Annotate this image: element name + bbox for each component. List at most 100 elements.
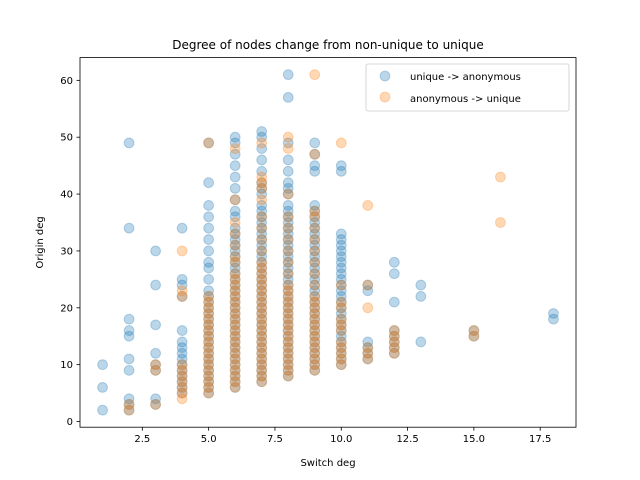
data-point <box>415 291 427 302</box>
data-point <box>388 347 400 359</box>
data-point <box>282 200 294 211</box>
data-point <box>282 353 294 365</box>
data-point <box>335 234 347 245</box>
data-point <box>282 262 294 274</box>
data-point <box>229 308 241 319</box>
data-point <box>309 160 321 172</box>
data-point <box>203 342 215 353</box>
data-point <box>282 234 294 245</box>
data-point <box>282 245 294 257</box>
data-point <box>256 308 268 319</box>
data-point <box>203 330 215 342</box>
data-point <box>309 137 321 149</box>
data-point <box>309 148 321 160</box>
series-1 <box>123 69 506 416</box>
legend-marker-unique-anonymous <box>379 70 391 82</box>
data-point <box>256 353 268 365</box>
data-point <box>256 319 268 331</box>
data-point <box>229 359 241 371</box>
data-point <box>256 245 268 257</box>
data-point <box>229 217 241 228</box>
data-point <box>203 296 215 308</box>
data-point <box>309 319 321 331</box>
data-point <box>282 313 294 325</box>
data-point <box>203 370 215 382</box>
data-point <box>176 359 188 371</box>
legend: unique -> anonymous anonymous -> unique <box>365 63 570 112</box>
data-point <box>282 154 294 166</box>
data-point <box>123 399 135 410</box>
data-point <box>229 330 241 342</box>
data-point <box>256 285 268 297</box>
data-point <box>229 319 241 331</box>
data-point <box>256 256 268 268</box>
data-point <box>282 330 294 342</box>
data-point <box>282 177 294 189</box>
data-point <box>256 177 268 189</box>
data-point <box>203 319 215 331</box>
data-point <box>282 302 294 314</box>
data-point <box>203 211 215 223</box>
data-point <box>309 211 321 223</box>
data-point <box>309 353 321 365</box>
data-point <box>282 234 294 245</box>
data-point <box>176 364 188 376</box>
data-point <box>229 364 241 376</box>
data-point <box>176 325 188 336</box>
data-point <box>150 359 161 371</box>
data-point <box>309 364 321 376</box>
data-point <box>362 279 374 291</box>
data-point <box>282 370 294 382</box>
data-point <box>203 137 215 149</box>
data-point <box>229 325 241 336</box>
data-point <box>203 342 215 353</box>
x-axis-label: Switch deg <box>300 458 355 469</box>
data-point <box>229 302 241 314</box>
data-point <box>256 182 268 194</box>
data-point <box>309 296 321 308</box>
data-point <box>203 308 215 319</box>
data-point <box>309 313 321 325</box>
data-point <box>256 296 268 308</box>
data-point <box>229 347 241 359</box>
data-point <box>388 336 400 348</box>
data-point <box>309 279 321 291</box>
data-point <box>123 404 135 416</box>
data-point <box>362 347 374 359</box>
data-point <box>123 399 135 410</box>
data-point <box>256 308 268 319</box>
plot-frame <box>79 57 577 428</box>
data-point <box>176 336 188 348</box>
data-point <box>309 251 321 263</box>
data-point <box>309 336 321 348</box>
data-point <box>335 291 347 302</box>
data-point <box>229 205 241 217</box>
data-point <box>229 256 241 268</box>
data-point <box>203 313 215 325</box>
data-point <box>203 347 215 359</box>
data-point <box>203 359 215 371</box>
data-point <box>229 143 241 154</box>
data-point <box>256 182 268 194</box>
data-point <box>150 359 161 371</box>
data-point <box>203 382 215 393</box>
data-point <box>256 131 268 143</box>
data-point <box>282 222 294 234</box>
data-point <box>309 268 321 280</box>
data-point <box>362 302 374 314</box>
data-point <box>203 177 215 189</box>
data-point <box>256 376 268 388</box>
data-point <box>282 296 294 308</box>
data-point <box>309 347 321 359</box>
data-point <box>309 234 321 245</box>
data-point <box>282 256 294 268</box>
series-0 <box>97 69 559 416</box>
data-point <box>309 222 321 234</box>
data-point <box>282 211 294 223</box>
data-point <box>388 330 400 342</box>
data-point <box>176 393 188 405</box>
data-point <box>203 296 215 308</box>
data-point <box>256 137 268 149</box>
data-point <box>229 160 241 172</box>
data-point <box>282 291 294 302</box>
